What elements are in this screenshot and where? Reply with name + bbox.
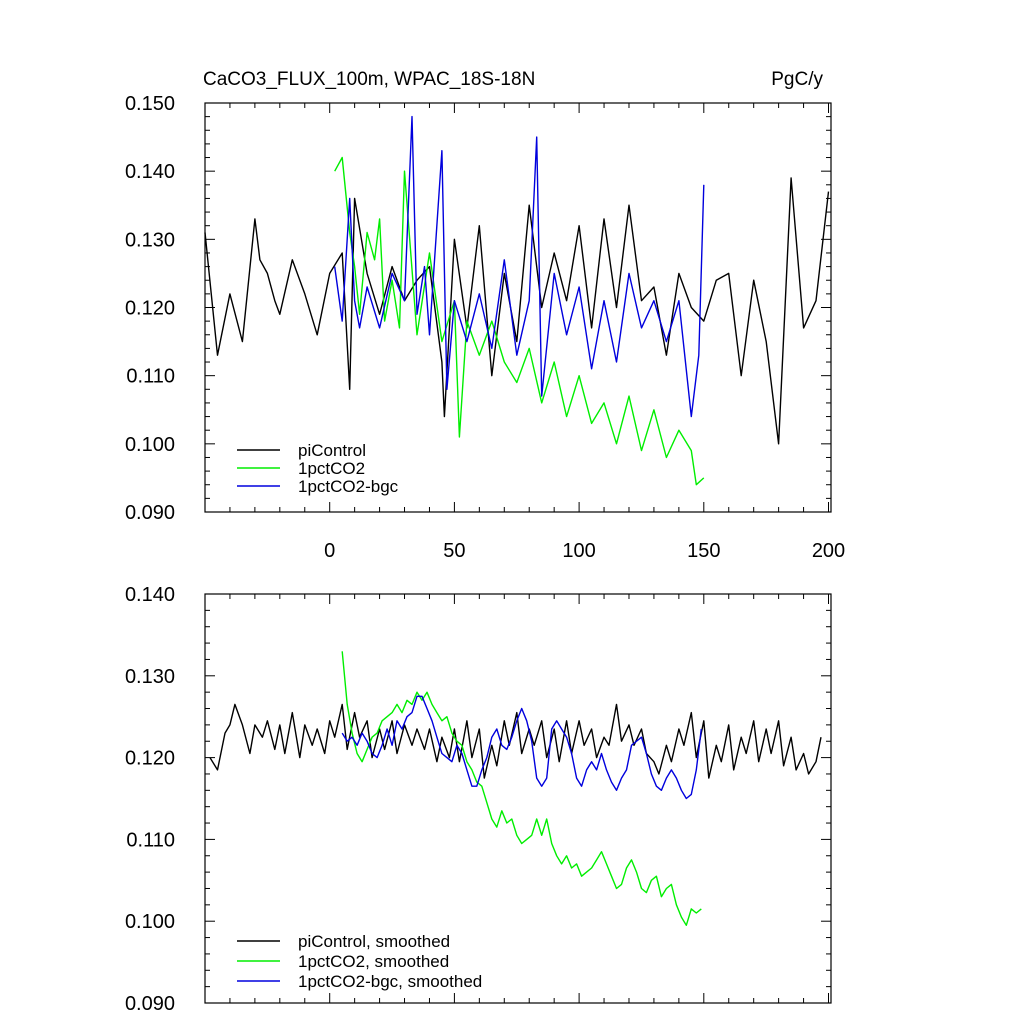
legend-label: 1pctCO2	[298, 459, 365, 478]
series-line-1pctco2-bgc	[334, 115, 705, 418]
legend-label: 1pctCO2-bgc, smoothed	[298, 972, 482, 991]
top-chart-units: PgC/y	[771, 69, 823, 90]
series-line-picontrol-smoothed	[209, 703, 822, 779]
y-tick-label: 0.110	[126, 366, 175, 388]
y-tick-label: 0.110	[126, 829, 175, 851]
legend-label: piControl	[298, 441, 366, 460]
x-tick-label: 150	[687, 540, 720, 562]
x-tick-label: 0	[324, 540, 335, 562]
y-tick-label: 0.100	[125, 911, 175, 933]
bottom-tick-marks	[205, 593, 831, 1004]
y-tick-label: 0.130	[125, 229, 175, 251]
y-tick-label: 0.090	[125, 502, 175, 524]
top-panel: CaCO3_FLUX_100m, WPAC_18S-18N PgC/y 0.09…	[125, 69, 845, 562]
y-tick-label: 0.120	[125, 748, 175, 770]
y-tick-label: 0.150	[125, 93, 175, 115]
top-chart-title: CaCO3_FLUX_100m, WPAC_18S-18N	[203, 69, 535, 90]
top-tick-marks	[205, 102, 831, 513]
series-line-1pctco2	[334, 156, 705, 486]
y-tick-label: 0.140	[125, 584, 175, 606]
top-x-tick-labels: 0 50 100 150 200	[324, 540, 845, 562]
y-tick-label: 0.090	[125, 993, 175, 1015]
bottom-plot-frame	[204, 593, 832, 1004]
bottom-series-group	[209, 651, 822, 926]
bottom-y-tick-labels: 0.090 0.100 0.110 0.120 0.130 0.140	[125, 584, 175, 1015]
y-tick-label: 0.130	[125, 666, 175, 688]
x-tick-label: 50	[443, 540, 465, 562]
x-tick-label: 200	[812, 540, 845, 562]
y-tick-label: 0.100	[125, 434, 175, 456]
series-line-1pctco2-smoothed	[341, 651, 702, 926]
legend-label: 1pctCO2, smoothed	[298, 952, 449, 971]
top-y-tick-labels: 0.090 0.100 0.110 0.120 0.130 0.140 0.150	[125, 93, 175, 524]
legend-label: 1pctCO2-bgc	[298, 477, 399, 496]
legend-label: piControl, smoothed	[298, 932, 450, 951]
y-tick-label: 0.120	[125, 298, 175, 320]
series-line-picontrol	[204, 177, 830, 445]
series-line-1pctco2-bgc-smoothed	[341, 695, 702, 800]
top-series-group	[204, 115, 830, 486]
x-tick-label: 100	[562, 540, 595, 562]
y-tick-label: 0.140	[125, 161, 175, 183]
bottom-panel: 0.090 0.100 0.110 0.120 0.130 0.140 piControl…	[125, 584, 832, 1015]
